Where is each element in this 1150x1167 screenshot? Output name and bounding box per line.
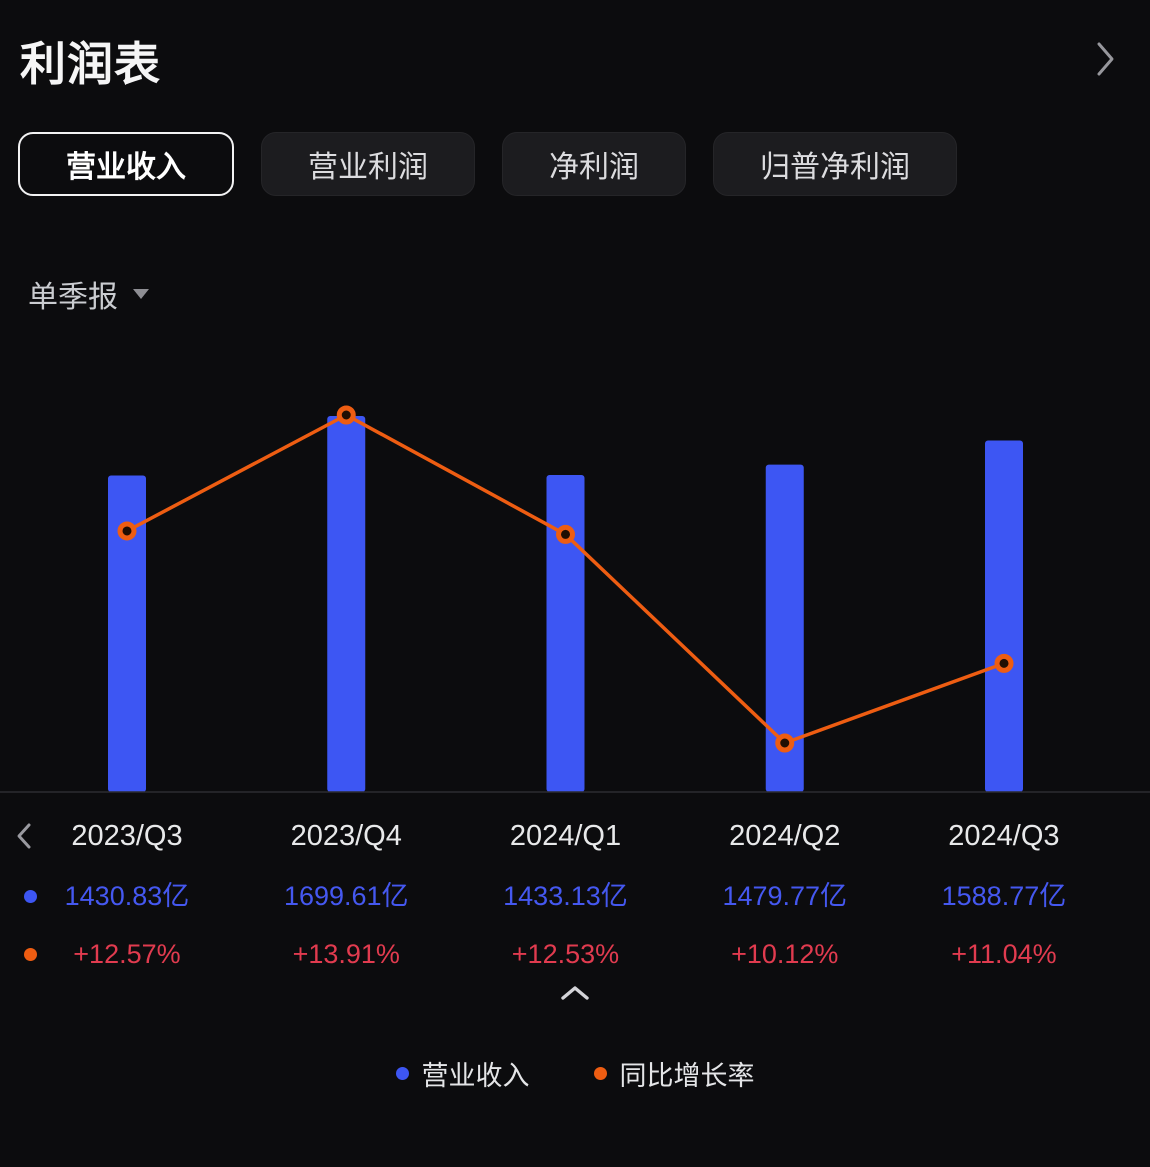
revenue-value: 1699.61亿	[283, 881, 409, 911]
growth-value: +12.57%	[73, 939, 181, 969]
legend-item-growth[interactable]: 同比增长率	[593, 1054, 755, 1093]
chart-details: 2023/Q3 1430.83亿 +12.57% 2023/Q4 1699.61…	[0, 814, 1150, 976]
legend-label: 同比增长率	[619, 1061, 755, 1091]
revenue-value: 1588.77亿	[941, 881, 1067, 911]
detail-column: 2023/Q4 1699.61亿 +13.91%	[231, 814, 461, 974]
chart-area	[0, 362, 1150, 794]
legend-dot-orange-icon	[593, 1067, 607, 1080]
category-label: 2024/Q3	[948, 820, 1060, 852]
category-label: 2023/Q4	[290, 820, 402, 852]
period-selector-value: 单季报	[28, 281, 118, 314]
collapse-chevron-up-icon[interactable]	[0, 984, 1150, 1002]
revenue-value: 1433.13亿	[503, 881, 628, 911]
growth-value: +11.04%	[951, 939, 1057, 969]
detail-column: 2023/Q3 1430.83亿 +12.57%	[12, 814, 242, 974]
metric-tabs: 营业收入 营业利润 净利润 归普净利润	[18, 132, 1150, 196]
period-selector[interactable]: 单季报	[28, 272, 150, 316]
revenue-value: 1430.83亿	[64, 881, 190, 911]
tab-net-profit-to-parent[interactable]: 归普净利润	[713, 132, 957, 196]
category-label: 2024/Q1	[509, 820, 622, 852]
detail-column: 2024/Q3 1588.77亿 +11.04%	[889, 814, 1119, 974]
growth-value: +10.12%	[731, 939, 839, 969]
page-title: 利润表	[20, 38, 161, 90]
growth-row-dot-icon	[24, 948, 37, 961]
detail-column: 2024/Q2 1479.77亿 +10.12%	[670, 814, 900, 974]
category-label: 2023/Q3	[71, 820, 183, 852]
growth-value: +13.91%	[292, 939, 400, 969]
revenue-row-dot-icon	[24, 890, 37, 903]
legend-label: 营业收入	[421, 1061, 530, 1091]
revenue-growth-chart[interactable]	[0, 362, 1150, 794]
caret-down-icon	[133, 289, 149, 299]
tab-net-profit[interactable]: 净利润	[502, 132, 686, 196]
growth-value: +12.53%	[511, 939, 620, 969]
tab-operating-revenue[interactable]: 营业收入	[18, 132, 234, 196]
revenue-value: 1479.77亿	[722, 881, 848, 911]
detail-column: 2024/Q1 1433.13亿 +12.53%	[450, 814, 680, 974]
tab-operating-profit[interactable]: 营业利润	[261, 132, 475, 196]
chevron-left-icon[interactable]	[16, 822, 32, 855]
chevron-right-icon[interactable]	[1094, 40, 1116, 83]
legend-dot-blue-icon	[395, 1067, 409, 1080]
chart-legend: 营业收入 同比增长率	[0, 1054, 1150, 1093]
category-label: 2024/Q2	[729, 820, 841, 852]
header: 利润表	[0, 0, 1150, 94]
legend-item-revenue[interactable]: 营业收入	[395, 1054, 530, 1093]
